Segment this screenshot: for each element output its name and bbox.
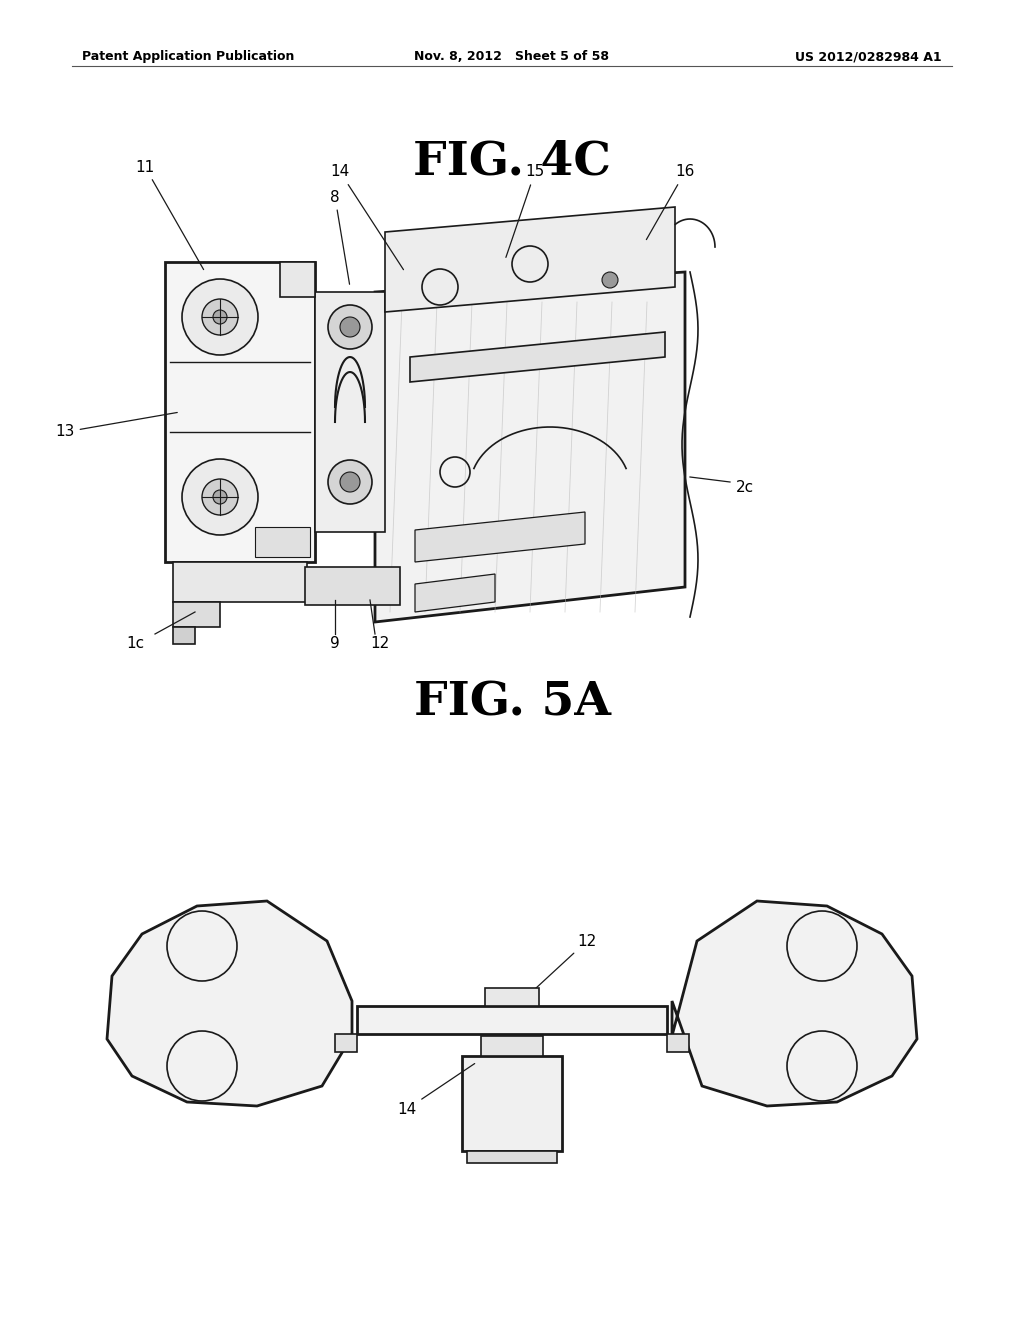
Text: 13: 13 [55, 412, 177, 440]
Text: 12: 12 [371, 636, 389, 652]
Polygon shape [165, 261, 315, 562]
Circle shape [328, 459, 372, 504]
Text: FIG. 5A: FIG. 5A [414, 680, 610, 725]
Polygon shape [335, 1034, 357, 1052]
Text: 16: 16 [646, 165, 694, 240]
Text: US 2012/0282984 A1: US 2012/0282984 A1 [796, 50, 942, 63]
Text: Nov. 8, 2012   Sheet 5 of 58: Nov. 8, 2012 Sheet 5 of 58 [415, 50, 609, 63]
Text: 8: 8 [330, 190, 349, 284]
Text: 12: 12 [524, 933, 597, 999]
Polygon shape [106, 902, 352, 1106]
Polygon shape [481, 1036, 543, 1056]
Polygon shape [467, 1151, 557, 1163]
Polygon shape [485, 987, 539, 1006]
Circle shape [340, 317, 360, 337]
Polygon shape [672, 902, 918, 1106]
Circle shape [182, 459, 258, 535]
Polygon shape [385, 207, 675, 312]
Polygon shape [357, 1006, 667, 1034]
Polygon shape [415, 512, 585, 562]
Polygon shape [410, 333, 665, 381]
Polygon shape [667, 1034, 689, 1052]
Polygon shape [173, 627, 195, 644]
Circle shape [328, 305, 372, 348]
Polygon shape [462, 1056, 562, 1151]
Circle shape [340, 473, 360, 492]
Text: 9: 9 [330, 636, 340, 652]
Text: 11: 11 [135, 160, 204, 269]
Polygon shape [255, 527, 310, 557]
Text: Patent Application Publication: Patent Application Publication [82, 50, 294, 63]
Circle shape [202, 300, 238, 335]
Polygon shape [305, 568, 400, 605]
Text: 1c: 1c [126, 636, 144, 652]
Text: 14: 14 [397, 1064, 475, 1117]
Circle shape [213, 310, 227, 323]
Polygon shape [315, 292, 385, 532]
Polygon shape [280, 261, 315, 297]
Polygon shape [173, 602, 220, 627]
Text: FIG. 4C: FIG. 4C [413, 139, 611, 183]
Circle shape [202, 479, 238, 515]
Polygon shape [415, 574, 495, 612]
Circle shape [602, 272, 618, 288]
Text: 2c: 2c [736, 479, 754, 495]
Circle shape [213, 490, 227, 504]
Polygon shape [375, 272, 685, 622]
Polygon shape [173, 562, 307, 602]
Text: 14: 14 [331, 165, 403, 269]
Circle shape [182, 279, 258, 355]
Text: 15: 15 [506, 165, 545, 257]
